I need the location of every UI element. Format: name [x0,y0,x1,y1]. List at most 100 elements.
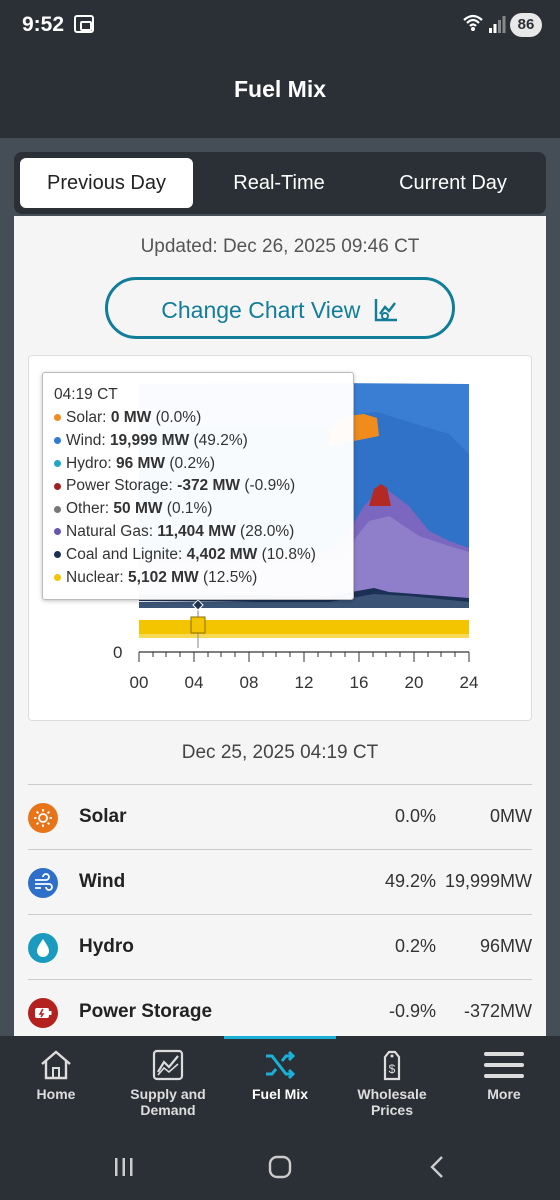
tooltip-label: Power Storage: [66,477,173,495]
legend-dot [54,528,61,536]
series-coal-fill [139,594,469,608]
nav-wholesale-prices[interactable]: $ Wholesale Prices [336,1048,448,1118]
series-power-storage [369,484,391,506]
nav-label: Fuel Mix [251,1086,308,1102]
tooltip-label: Hydro: [66,454,112,472]
app-header: Fuel Mix [0,52,560,138]
nav-home[interactable]: Home [0,1048,112,1102]
tooltip-row-other: Other: 50 MW (0.1%) [54,498,353,521]
tooltip-label: Wind: [66,431,106,449]
battery-indicator: 86 [510,13,542,37]
wind-icon [28,868,58,898]
tooltip-value: -372 MW [177,477,241,495]
signal-icon [489,16,506,33]
status-time: 9:52 [22,13,65,36]
fuel-mw: 96MW [479,936,532,956]
fuel-mix-chart[interactable]: 0 00 04 08 12 16 20 24 04:19 CT Solar: 0… [28,355,532,721]
tooltip-value: 50 MW [113,500,163,518]
x-tick-20: 20 [405,673,424,692]
tooltip-row-power-storage: Power Storage: -372 MW (-0.9%) [54,475,353,498]
bottom-nav: Home Supply and Demand Fuel Mix $ Wholes… [0,1036,560,1128]
list-item-solar[interactable]: Solar 0.0% 0MW [28,784,532,849]
fuel-percent: 49.2% [384,871,436,891]
battery-icon [28,998,58,1028]
tooltip-label: Nuclear: [66,568,124,586]
tooltip-pct: (0.2%) [169,454,216,472]
fuel-percent: -0.9% [388,1001,436,1021]
tooltip-pct: (-0.9%) [244,477,296,495]
nav-fuel-mix[interactable]: Fuel Mix [224,1048,336,1102]
back-icon[interactable] [428,1155,446,1179]
crosshair-marker[interactable] [190,616,206,634]
tab-current-day[interactable]: Current Day [399,172,507,194]
nav-supply-demand[interactable]: Supply and Demand [112,1048,224,1118]
tooltip-pct: (0.0%) [155,409,202,426]
wifi-icon [463,14,483,31]
fuel-name: Hydro [79,936,134,957]
fuel-list: Solar 0.0% 0MW Wind 49.2% 19,999MW Hydro… [28,784,532,1036]
tooltip-row-nuclear: Nuclear: 5,102 MW (12.5%) [54,567,353,590]
tooltip-label: Other: [66,500,110,518]
tab-real-time[interactable]: Real-Time [233,172,325,194]
x-tick-12: 12 [295,673,314,692]
nav-active-indicator [224,1036,336,1039]
x-tick-00: 00 [130,673,149,692]
nav-label: Home [36,1086,76,1102]
tooltip-row-coal-lignite: Coal and Lignite: 4,402 MW (10.8%) [54,544,353,567]
system-nav-bar [0,1128,560,1200]
water-drop-icon [28,933,58,963]
legend-dot [54,414,61,422]
period-tabs: Previous Day Real-Time Current Day [14,152,546,214]
nav-label-line2: Prices [370,1102,414,1118]
tab-previous-day[interactable]: Previous Day [20,158,193,208]
fuel-name: Solar [79,806,127,827]
legend-dot [54,482,61,490]
main-content[interactable]: Previous Day Real-Time Current Day Updat… [0,138,560,1036]
legend-dot [54,437,61,445]
fuel-name: Power Storage [79,1001,213,1022]
tooltip-row-wind: Wind: 19,999 MW (49.2%) [54,430,353,453]
sun-icon [28,803,58,833]
svg-text:$: $ [389,1062,396,1076]
fuel-mw: 19,999MW [444,871,532,891]
tooltip-pct: (12.5%) [202,568,258,586]
crosshair-diamond [192,599,204,611]
x-tick-04: 04 [185,673,204,692]
tooltip-row-hydro: Hydro: 96 MW (0.2%) [54,453,353,476]
screen-record-icon [74,15,94,33]
change-chart-view-button[interactable]: Change Chart View [105,277,455,339]
nav-label: More [487,1086,521,1102]
fuel-name: Wind [79,871,126,892]
list-item-wind[interactable]: Wind 49.2% 19,999MW [28,849,532,914]
menu-icon [484,1052,524,1078]
tooltip-label: Natural Gas: [66,522,154,540]
legend-dot [54,460,61,467]
nav-label: Supply and [130,1086,206,1102]
list-item-hydro[interactable]: Hydro 0.2% 96MW [28,914,532,979]
tooltip-value: 5,102 MW [128,568,199,586]
tooltip-pct: (49.2%) [193,431,248,449]
recent-apps-icon[interactable] [113,1156,135,1178]
list-item-power-storage[interactable]: Power Storage -0.9% -372MW [28,979,532,1036]
series-nuclear-light [139,634,469,638]
chart-tooltip: 04:19 CT Solar: 0 MW (0.0%) Wind: 19,999… [42,372,354,600]
chart-icon [152,1049,184,1081]
fuel-percent: 0.2% [394,936,436,956]
tooltip-value: 0 MW [110,409,152,426]
tooltip-value: 4,402 MW [186,545,258,563]
tooltip-row-natural-gas: Natural Gas: 11,404 MW (28.0%) [54,521,353,544]
tooltip-value: 19,999 MW [109,431,190,449]
page-title: Fuel Mix [233,76,326,102]
x-tick-24: 24 [460,673,479,692]
change-chart-view-label: Change Chart View [161,296,361,323]
status-bar: 9:52 86 [0,0,560,52]
legend-dot [54,505,61,513]
fuel-mw: -372MW [463,1001,532,1021]
home-button-icon[interactable] [268,1155,292,1179]
tooltip-pct: (28.0%) [240,522,295,540]
home-icon [41,1050,71,1080]
legend-dot [54,551,61,559]
tooltip-value: 11,404 MW [157,522,236,540]
nav-more[interactable]: More [448,1048,560,1102]
fuel-mw: 0MW [490,806,532,826]
